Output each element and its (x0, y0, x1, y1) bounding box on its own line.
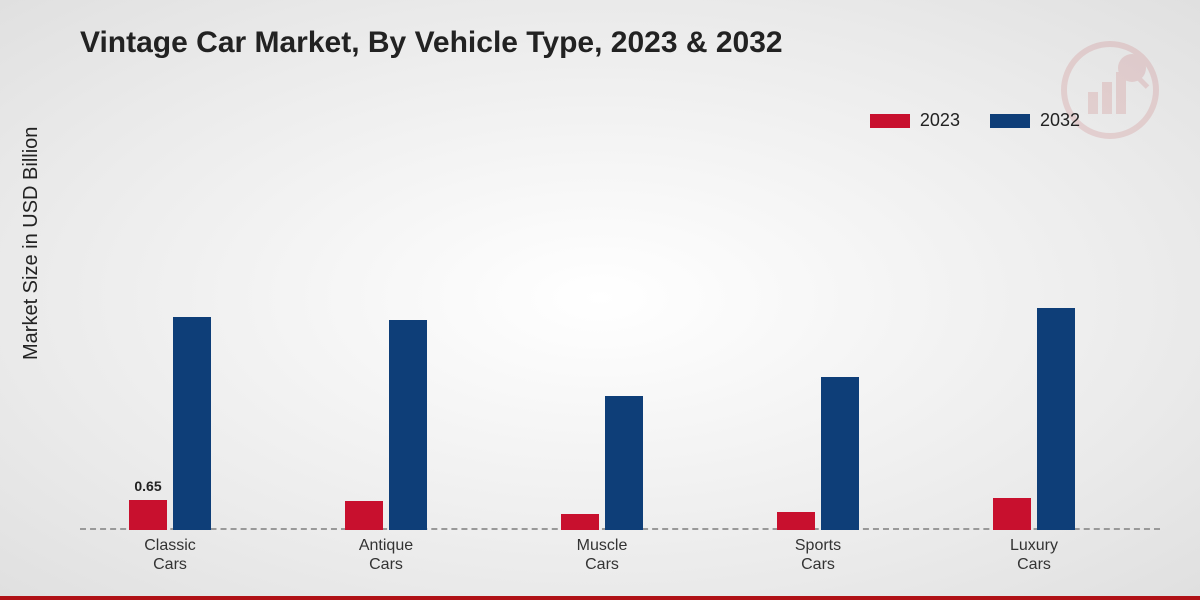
x-axis-labels: ClassicCars AntiqueCars MuscleCars SportsCa… (80, 536, 1160, 586)
bar (605, 396, 643, 530)
y-axis-label: Market Size in USD Billion (20, 127, 43, 360)
plot-area: 0.65 (80, 160, 1160, 530)
legend-item-2023: 2023 (870, 110, 960, 131)
bar (345, 501, 383, 530)
x-tick-label: SportsCars (738, 536, 898, 574)
chart-legend: 2023 2032 (870, 110, 1080, 131)
bar (561, 514, 599, 530)
chart-title: Vintage Car Market, By Vehicle Type, 202… (80, 26, 783, 60)
bar: 0.65 (129, 500, 167, 530)
legend-swatch-2032 (990, 114, 1030, 128)
bar-group (954, 308, 1114, 530)
bar (993, 498, 1031, 530)
bar (389, 320, 427, 530)
bar (821, 377, 859, 530)
bar-group (306, 320, 466, 530)
x-tick-label: ClassicCars (90, 536, 250, 574)
chart-page: Vintage Car Market, By Vehicle Type, 202… (0, 0, 1200, 600)
bar (173, 317, 211, 530)
legend-label-2023: 2023 (920, 110, 960, 131)
bar-group (738, 377, 898, 530)
x-tick-label: LuxuryCars (954, 536, 1114, 574)
bar-group (522, 396, 682, 530)
legend-label-2032: 2032 (1040, 110, 1080, 131)
bar (777, 512, 815, 531)
x-tick-label: AntiqueCars (306, 536, 466, 574)
legend-swatch-2023 (870, 114, 910, 128)
bar-value-label: 0.65 (134, 478, 161, 494)
bar (1037, 308, 1075, 530)
bar-group: 0.65 (90, 317, 250, 530)
legend-item-2032: 2032 (990, 110, 1080, 131)
x-tick-label: MuscleCars (522, 536, 682, 574)
